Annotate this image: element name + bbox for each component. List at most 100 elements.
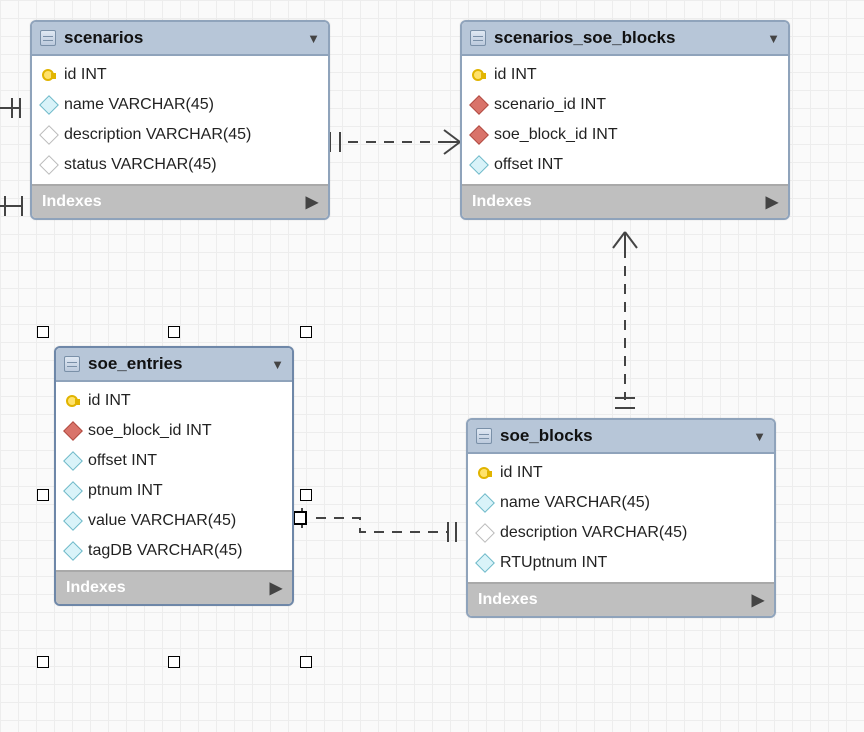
table-title: soe_blocks: [500, 426, 593, 446]
table-columns: id INT soe_block_id INT offset INT ptnum…: [56, 382, 292, 570]
column-row[interactable]: id INT: [32, 60, 328, 90]
pk-icon: [478, 466, 492, 480]
column-row[interactable]: soe_block_id INT: [56, 416, 292, 446]
fk-icon: [469, 125, 489, 145]
table-icon: [64, 356, 80, 372]
column-icon: [63, 541, 83, 561]
table-soe-blocks[interactable]: soe_blocks ▼ id INT name VARCHAR(45) des…: [466, 418, 776, 618]
table-header[interactable]: soe_blocks ▼: [468, 420, 774, 454]
column-label: name VARCHAR(45): [64, 96, 214, 114]
column-icon: [475, 553, 495, 573]
column-row[interactable]: value VARCHAR(45): [56, 506, 292, 536]
rel-card-many: [625, 232, 637, 248]
table-title: soe_entries: [88, 354, 183, 374]
indexes-section[interactable]: Indexes ▶: [462, 184, 788, 218]
column-row[interactable]: name VARCHAR(45): [32, 90, 328, 120]
column-row[interactable]: id INT: [56, 386, 292, 416]
indexes-label: Indexes: [472, 193, 532, 211]
collapse-icon[interactable]: ▼: [753, 429, 766, 444]
indexes-label: Indexes: [42, 193, 102, 211]
indexes-section[interactable]: Indexes ▶: [468, 582, 774, 616]
pk-icon: [42, 68, 56, 82]
indexes-label: Indexes: [478, 591, 538, 609]
column-row[interactable]: soe_block_id INT: [462, 120, 788, 150]
column-row[interactable]: offset INT: [56, 446, 292, 476]
expand-icon: ▶: [306, 192, 318, 212]
column-icon: [63, 451, 83, 471]
table-columns: id INT name VARCHAR(45) description VARC…: [468, 454, 774, 582]
resize-handle[interactable]: [37, 656, 49, 668]
table-icon: [40, 30, 56, 46]
column-label: ptnum INT: [88, 482, 163, 500]
indexes-section[interactable]: Indexes ▶: [32, 184, 328, 218]
column-label: soe_block_id INT: [88, 422, 212, 440]
column-icon: [475, 493, 495, 513]
table-header[interactable]: soe_entries ▼: [56, 348, 292, 382]
column-row[interactable]: description VARCHAR(45): [32, 120, 328, 150]
indexes-section[interactable]: Indexes ▶: [56, 570, 292, 604]
column-icon: [39, 95, 59, 115]
column-icon: [63, 511, 83, 531]
rel-card-many: [444, 130, 460, 142]
column-label: offset INT: [88, 452, 157, 470]
collapse-icon[interactable]: ▼: [271, 357, 284, 372]
column-label: status VARCHAR(45): [64, 156, 217, 174]
rel-card-many: [613, 232, 625, 248]
pk-icon: [66, 394, 80, 408]
column-row[interactable]: RTUptnum INT: [468, 548, 774, 578]
table-title: scenarios_soe_blocks: [494, 28, 675, 48]
fk-icon: [63, 421, 83, 441]
column-row[interactable]: ptnum INT: [56, 476, 292, 506]
column-row[interactable]: id INT: [468, 458, 774, 488]
column-icon: [63, 481, 83, 501]
expand-icon: ▶: [270, 578, 282, 598]
column-label: id INT: [88, 392, 131, 410]
table-soe-entries[interactable]: soe_entries ▼ id INT soe_block_id INT of…: [54, 346, 294, 606]
indexes-label: Indexes: [66, 579, 126, 597]
column-row[interactable]: scenario_id INT: [462, 90, 788, 120]
column-label: soe_block_id INT: [494, 126, 618, 144]
column-label: RTUptnum INT: [500, 554, 607, 572]
collapse-icon[interactable]: ▼: [307, 31, 320, 46]
column-row[interactable]: offset INT: [462, 150, 788, 180]
table-header[interactable]: scenarios ▼: [32, 22, 328, 56]
column-label: scenario_id INT: [494, 96, 606, 114]
resize-handle[interactable]: [168, 656, 180, 668]
column-icon: [469, 155, 489, 175]
column-label: value VARCHAR(45): [88, 512, 236, 530]
expand-icon: ▶: [752, 590, 764, 610]
column-label: tagDB VARCHAR(45): [88, 542, 242, 560]
resize-handle[interactable]: [37, 326, 49, 338]
column-label: name VARCHAR(45): [500, 494, 650, 512]
resize-handle[interactable]: [37, 489, 49, 501]
table-scenarios[interactable]: scenarios ▼ id INT name VARCHAR(45) desc…: [30, 20, 330, 220]
resize-handle[interactable]: [168, 326, 180, 338]
table-scenarios-soe-blocks[interactable]: scenarios_soe_blocks ▼ id INT scenario_i…: [460, 20, 790, 220]
table-columns: id INT name VARCHAR(45) description VARC…: [32, 56, 328, 184]
column-label: offset INT: [494, 156, 563, 174]
rel-line: [316, 518, 448, 532]
pk-icon: [472, 68, 486, 82]
column-row[interactable]: name VARCHAR(45): [468, 488, 774, 518]
column-row[interactable]: description VARCHAR(45): [468, 518, 774, 548]
table-header[interactable]: scenarios_soe_blocks ▼: [462, 22, 788, 56]
resize-handle[interactable]: [300, 656, 312, 668]
column-row[interactable]: status VARCHAR(45): [32, 150, 328, 180]
rel-handle: [294, 512, 306, 524]
column-row[interactable]: id INT: [462, 60, 788, 90]
column-row[interactable]: tagDB VARCHAR(45): [56, 536, 292, 566]
column-label: description VARCHAR(45): [500, 524, 687, 542]
column-label: description VARCHAR(45): [64, 126, 251, 144]
column-icon: [39, 155, 59, 175]
rel-card-many: [444, 142, 460, 154]
collapse-icon[interactable]: ▼: [767, 31, 780, 46]
expand-icon: ▶: [766, 192, 778, 212]
resize-handle[interactable]: [300, 326, 312, 338]
table-title: scenarios: [64, 28, 143, 48]
column-label: id INT: [494, 66, 537, 84]
table-icon: [476, 428, 492, 444]
column-icon: [475, 523, 495, 543]
resize-handle[interactable]: [300, 489, 312, 501]
table-columns: id INT scenario_id INT soe_block_id INT …: [462, 56, 788, 184]
column-label: id INT: [64, 66, 107, 84]
